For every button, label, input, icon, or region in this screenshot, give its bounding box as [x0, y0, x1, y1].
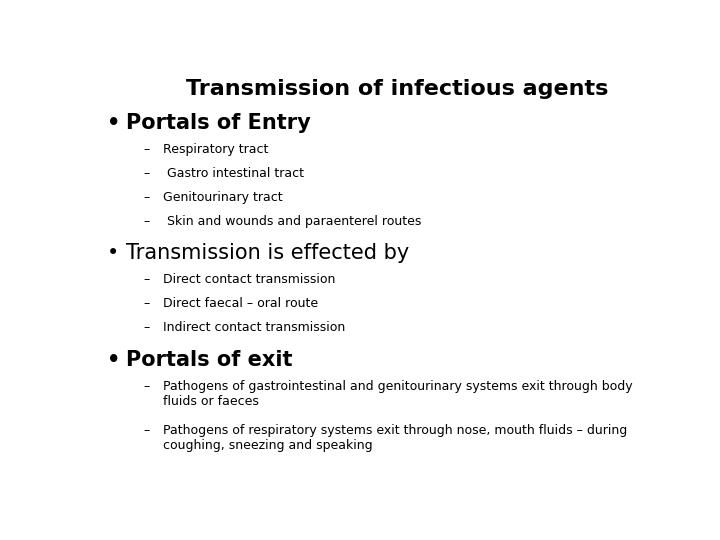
Text: •: •	[107, 349, 120, 369]
Text: –: –	[143, 191, 149, 204]
Text: –: –	[143, 215, 149, 228]
Text: Skin and wounds and paraenterel routes: Skin and wounds and paraenterel routes	[163, 215, 421, 228]
Text: –: –	[143, 273, 149, 286]
Text: Pathogens of respiratory systems exit through nose, mouth fluids – during
coughi: Pathogens of respiratory systems exit th…	[163, 424, 627, 452]
Text: Transmission of infectious agents: Transmission of infectious agents	[186, 79, 608, 99]
Text: –: –	[143, 167, 149, 180]
Text: –: –	[143, 143, 149, 156]
Text: –: –	[143, 380, 149, 393]
Text: Gastro intestinal tract: Gastro intestinal tract	[163, 167, 304, 180]
Text: –: –	[143, 321, 149, 334]
Text: •: •	[107, 113, 120, 133]
Text: Portals of Entry: Portals of Entry	[126, 113, 311, 133]
Text: –: –	[143, 424, 149, 437]
Text: Genitourinary tract: Genitourinary tract	[163, 191, 282, 204]
Text: –: –	[143, 297, 149, 310]
Text: Transmission is effected by: Transmission is effected by	[126, 243, 410, 263]
Text: Direct contact transmission: Direct contact transmission	[163, 273, 335, 286]
Text: Direct faecal – oral route: Direct faecal – oral route	[163, 297, 318, 310]
Text: Pathogens of gastrointestinal and genitourinary systems exit through body
fluids: Pathogens of gastrointestinal and genito…	[163, 380, 632, 408]
Text: Portals of exit: Portals of exit	[126, 349, 293, 369]
Text: Indirect contact transmission: Indirect contact transmission	[163, 321, 345, 334]
Text: Respiratory tract: Respiratory tract	[163, 143, 268, 156]
Text: •: •	[107, 243, 119, 263]
